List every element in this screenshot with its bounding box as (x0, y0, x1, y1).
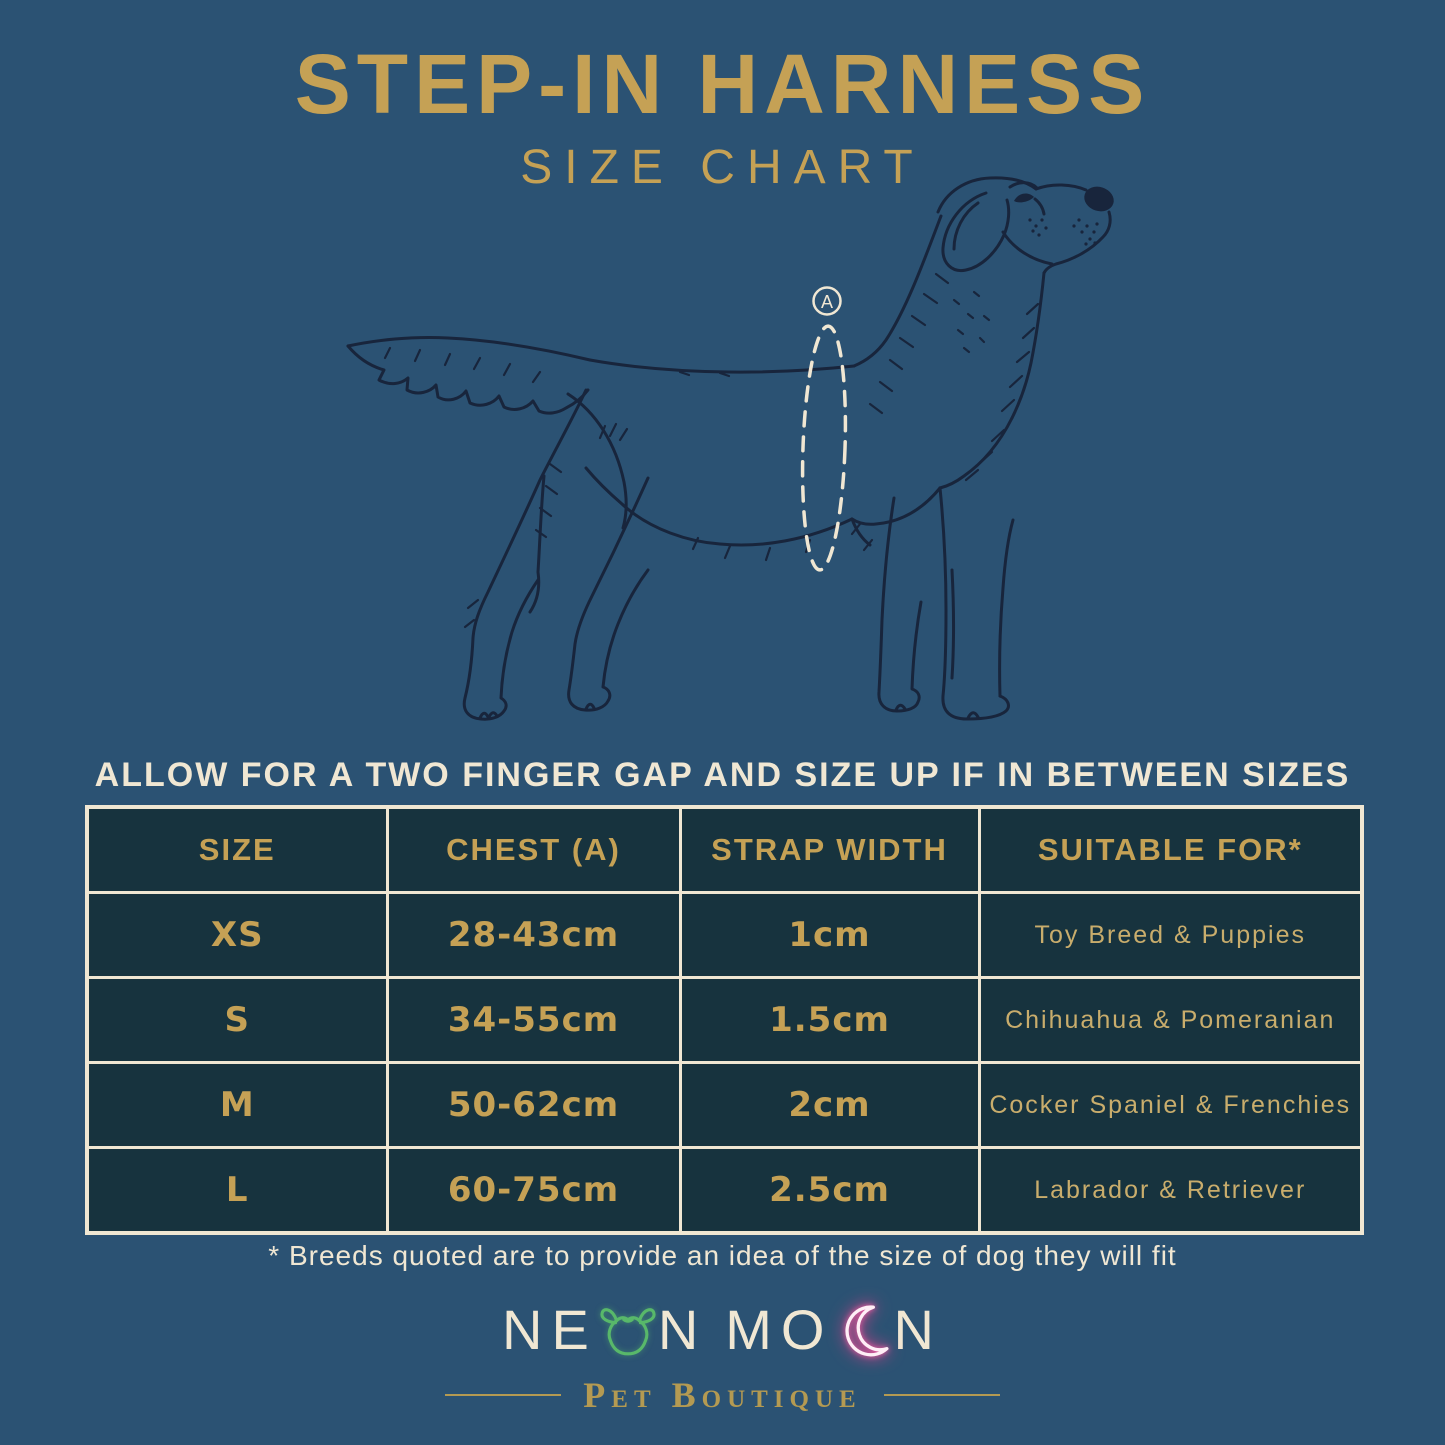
brand-text-mo: MO (725, 1298, 834, 1361)
table-row: XS 28-43cm 1cm Toy Breed & Puppies (85, 891, 1364, 979)
table-row: S 34-55cm 1.5cm Chihuahua & Pomeranian (85, 976, 1364, 1064)
page-subtitle: SIZE CHART (520, 141, 925, 194)
marker-letter: A (821, 292, 833, 312)
sizing-notice: ALLOW FOR A TWO FINGER GAP AND SIZE UP I… (94, 756, 1351, 794)
tagline-rule-right (883, 1394, 1000, 1396)
dog-fur-detail (383, 272, 1040, 629)
breeds-footnote: * Breeds quoted are to provide an idea o… (268, 1240, 1177, 1271)
dog-outline (346, 176, 1112, 721)
strap-width-value: 1.5cm (678, 976, 981, 1064)
chest-value: 34-55cm (385, 976, 682, 1064)
strap-width-value: 2cm (678, 1061, 981, 1149)
col-header-suitable-for: SUITABLE FOR* (977, 805, 1364, 894)
suitable-for-value: Cocker Spaniel & Frenchies (977, 1061, 1364, 1149)
col-header-chest: CHEST (A) (385, 805, 682, 894)
tagline-rule-left (445, 1394, 562, 1396)
brand-text-ne: NE (502, 1298, 598, 1361)
size-value: S (85, 976, 389, 1064)
dog-nose (1084, 186, 1114, 212)
size-value: XS (85, 891, 389, 979)
col-header-size: SIZE (85, 805, 389, 894)
dog-eye (1014, 193, 1034, 203)
brand-wordmark: NE N MO N (502, 1302, 943, 1358)
page-title: STEP-IN HARNESS (294, 37, 1151, 131)
table-header-row: SIZE CHEST (A) STRAP WIDTH SUITABLE FOR* (85, 805, 1364, 894)
crescent-moon-icon (844, 1305, 888, 1357)
col-header-strap-width: STRAP WIDTH (678, 805, 981, 894)
size-table: SIZE CHEST (A) STRAP WIDTH SUITABLE FOR*… (85, 805, 1364, 1235)
brand-text-n2: N (893, 1298, 943, 1361)
brand-tagline-row: Pet Boutique (445, 1374, 1000, 1416)
chest-value: 50-62cm (385, 1061, 682, 1149)
suitable-for-value: Chihuahua & Pomeranian (977, 976, 1364, 1064)
brand-logo: NE N MO N Pet Boutique (0, 1302, 1445, 1416)
dog-illustration: A (300, 168, 1180, 788)
chest-value: 60-75cm (385, 1146, 682, 1235)
brand-text-n1: N (657, 1298, 708, 1361)
suitable-for-value: Labrador & Retriever (977, 1146, 1364, 1235)
measurement-marker-a: A (812, 286, 842, 316)
strap-width-value: 2.5cm (678, 1146, 981, 1235)
table-row: M 50-62cm 2cm Cocker Spaniel & Frenchies (85, 1061, 1364, 1149)
girth-measurement-ellipse (800, 324, 848, 572)
dog-face-detail (1014, 186, 1114, 246)
size-value: M (85, 1061, 389, 1149)
chest-value: 28-43cm (385, 891, 682, 979)
pug-face-icon (600, 1308, 656, 1356)
size-value: L (85, 1146, 389, 1235)
suitable-for-value: Toy Breed & Puppies (977, 891, 1364, 979)
table-row: L 60-75cm 2.5cm Labrador & Retriever (85, 1146, 1364, 1235)
brand-tagline: Pet Boutique (583, 1375, 862, 1415)
strap-width-value: 1cm (678, 891, 981, 979)
marker-circle (812, 286, 842, 316)
labrador-line-art-icon: A (346, 176, 1114, 721)
